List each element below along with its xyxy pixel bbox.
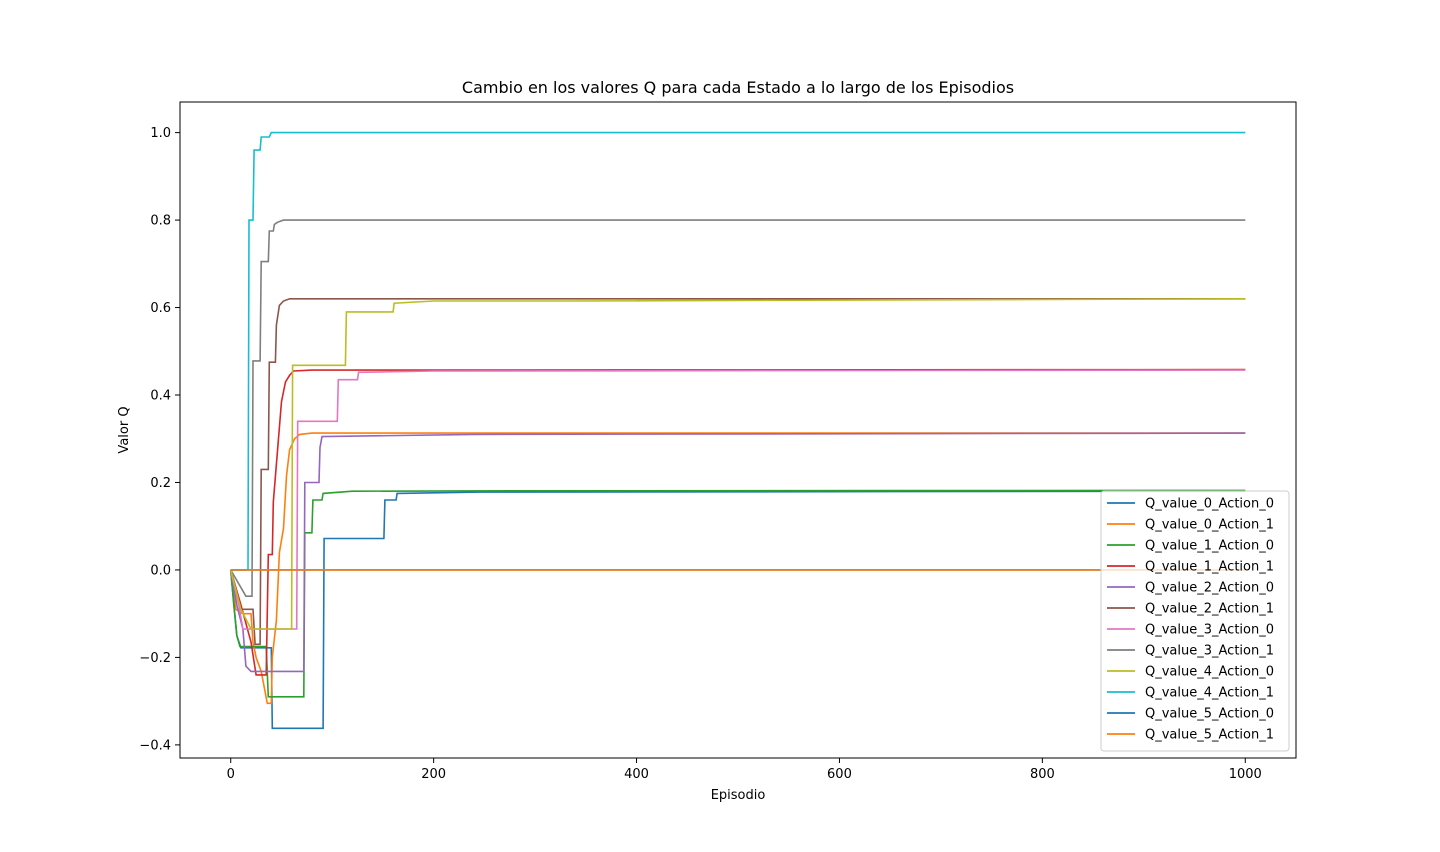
- series-line-q-value-2-action-0: [229, 432, 1246, 673]
- y-tick-label: 0.8: [150, 214, 171, 229]
- legend-label: Q_value_1_Action_1: [1145, 560, 1274, 575]
- legend-label: Q_value_2_Action_1: [1145, 602, 1274, 617]
- x-tick-label: 800: [1030, 767, 1055, 782]
- legend-label: Q_value_3_Action_1: [1145, 644, 1274, 659]
- y-tick-label: 0.0: [150, 563, 171, 578]
- y-tick-label: 0.6: [150, 301, 171, 316]
- y-axis-label: Valor Q: [117, 406, 132, 453]
- legend-label: Q_value_0_Action_0: [1145, 497, 1274, 512]
- legend-label: Q_value_1_Action_0: [1145, 539, 1274, 554]
- legend-label: Q_value_4_Action_0: [1145, 665, 1274, 680]
- plot-frame: [179, 101, 1297, 759]
- x-tick-label: 0: [227, 767, 235, 782]
- x-axis-label: Episodio: [711, 788, 766, 803]
- plot-lines: [229, 131, 1246, 730]
- x-tick-label: 600: [827, 767, 852, 782]
- series-line-q-value-0-action-1: [229, 432, 1246, 705]
- series-line-q-value-4-action-1: [230, 131, 1246, 571]
- series-line-q-value-1-action-0: [229, 489, 1246, 698]
- x-tick-label: 200: [421, 767, 446, 782]
- x-tick-label: 400: [624, 767, 649, 782]
- legend-label: Q_value_5_Action_1: [1145, 728, 1274, 743]
- legend-label: Q_value_5_Action_0: [1145, 707, 1274, 722]
- y-tick-label: −0.2: [139, 651, 171, 666]
- legend-box: [1100, 490, 1290, 752]
- y-tick-label: 1.0: [150, 126, 171, 141]
- legend: Q_value_0_Action_0 Q_value_0_Action_1 Q_va…: [1100, 490, 1290, 752]
- x-axis: 0 200 400 600 800 1000: [227, 758, 1262, 782]
- y-tick-label: 0.2: [150, 476, 171, 491]
- legend-label: Q_value_2_Action_0: [1145, 581, 1274, 596]
- legend-label: Q_value_4_Action_1: [1145, 686, 1274, 701]
- y-tick-label: 0.4: [150, 389, 171, 404]
- legend-label: Q_value_0_Action_1: [1145, 518, 1274, 533]
- series-line-q-value-3-action-0: [229, 369, 1246, 630]
- y-tick-label: −0.4: [139, 738, 171, 753]
- series-line-q-value-1-action-1: [229, 368, 1246, 676]
- series-line-q-value-3-action-1: [230, 219, 1246, 598]
- x-tick-label: 1000: [1229, 767, 1262, 782]
- series-line-q-value-4-action-0: [229, 297, 1246, 630]
- series-line-q-value-2-action-1: [229, 297, 1246, 646]
- series-line-q-value-0-action-0: [229, 490, 1246, 730]
- legend-label: Q_value_3_Action_0: [1145, 623, 1274, 638]
- chart-title: Cambio en los valores Q para cada Estado…: [462, 78, 1014, 97]
- y-axis: −0.4 −0.2 0.0 0.2 0.4 0.6 0.8 1.0: [139, 126, 180, 753]
